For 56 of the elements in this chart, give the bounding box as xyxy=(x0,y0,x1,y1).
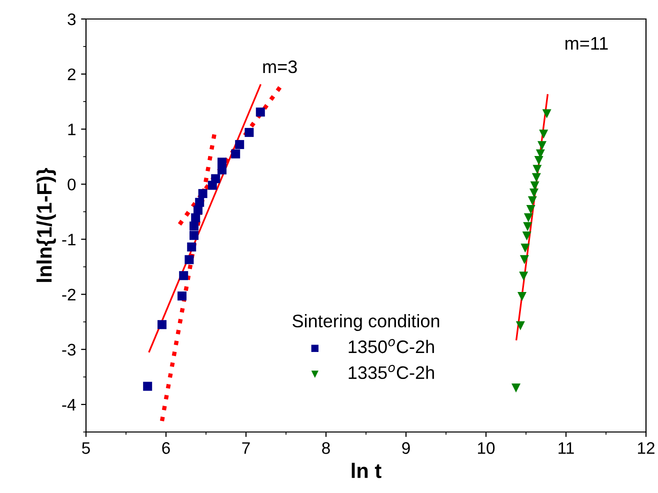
point xyxy=(158,320,166,330)
legend-title: Sintering condition xyxy=(292,314,440,331)
point xyxy=(184,255,194,264)
y-tick-label: -1 xyxy=(62,234,76,246)
point xyxy=(538,141,546,150)
x-tick-label: 11 xyxy=(558,442,574,454)
y-axis-title: lnln{1/(1-F)} xyxy=(36,168,56,282)
x-axis-title: ln t xyxy=(352,462,382,478)
point xyxy=(518,292,526,302)
point xyxy=(523,222,532,232)
annotation: m=11 xyxy=(566,37,608,50)
x-tick-label: 6 xyxy=(162,442,170,454)
point xyxy=(520,255,529,264)
y-tick-label: -4 xyxy=(62,399,76,411)
point xyxy=(522,231,532,240)
y-tick-label: 1 xyxy=(68,124,76,136)
legend-label: 1350$^{o}$C-2h xyxy=(348,339,434,354)
x-tick-label: 10 xyxy=(478,442,495,454)
point xyxy=(178,291,186,300)
point xyxy=(190,222,198,231)
point xyxy=(256,108,265,117)
point xyxy=(542,109,552,118)
x-tick-label: 8 xyxy=(322,442,330,454)
point xyxy=(190,230,198,240)
point xyxy=(187,242,196,252)
y-tick-label: 2 xyxy=(68,68,76,80)
point xyxy=(539,130,548,139)
point xyxy=(244,128,254,137)
point xyxy=(231,149,240,158)
point xyxy=(516,321,525,330)
x-tick-label: 7 xyxy=(242,442,250,454)
y-tick-label: -2 xyxy=(62,288,76,300)
point xyxy=(534,156,544,166)
point xyxy=(520,244,530,253)
x-tick-label: 9 xyxy=(402,442,410,454)
point xyxy=(519,272,528,281)
point xyxy=(235,140,244,150)
point xyxy=(526,205,536,214)
point xyxy=(524,213,533,222)
x-tick-label: 12 xyxy=(638,442,654,454)
legend-label: 1335$^{o}$C-2h xyxy=(348,364,434,380)
point xyxy=(512,383,520,392)
point xyxy=(211,174,220,184)
point xyxy=(532,173,541,182)
annotation: m=3 xyxy=(263,60,297,74)
y-tick-label: 0 xyxy=(68,178,76,190)
y-tick-label: 3 xyxy=(68,13,76,26)
x-tick-label: 5 xyxy=(82,442,90,454)
point xyxy=(191,213,200,222)
point xyxy=(528,196,537,206)
y-tick-label: -3 xyxy=(62,344,76,356)
point xyxy=(198,189,208,198)
point xyxy=(532,164,542,174)
point xyxy=(143,382,152,391)
point xyxy=(195,198,204,207)
point xyxy=(179,271,188,280)
